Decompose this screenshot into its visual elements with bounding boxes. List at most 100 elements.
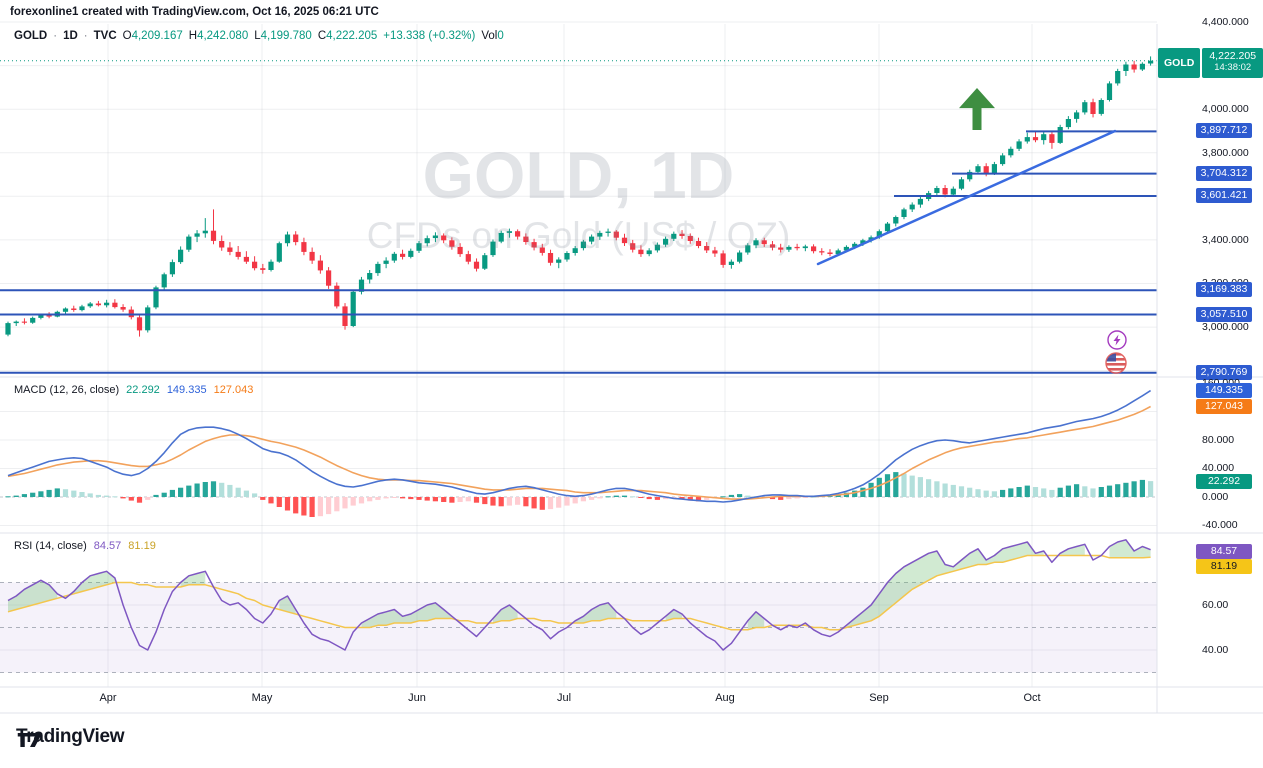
- candle-body: [794, 246, 800, 249]
- macd-histogram-bar: [605, 496, 611, 498]
- candle-body: [695, 241, 702, 246]
- candle-body: [909, 204, 915, 210]
- candle-body: [21, 321, 27, 323]
- macd-histogram-bar: [909, 475, 915, 497]
- last-price-value-box: 4,222.205 14:38:02: [1202, 48, 1263, 78]
- macd-histogram-bar: [293, 497, 299, 514]
- candle-body: [219, 241, 225, 248]
- rsi-line: [7, 539, 1151, 651]
- price-axis-label: 3,800.000: [1202, 146, 1249, 159]
- macd-indicator-legend[interactable]: MACD (12, 26, close) 22.292 149.335 127.…: [14, 384, 253, 396]
- time-scale[interactable]: Apr May Jun Jul Aug Sep Oct: [0, 692, 1157, 712]
- candle-body: [663, 238, 669, 245]
- candle-body: [112, 302, 118, 308]
- interval-label[interactable]: 1D: [63, 30, 78, 42]
- macd-histogram-bar: [1098, 487, 1104, 497]
- macd-histogram-bar: [202, 482, 208, 497]
- macd-histogram-bar: [301, 497, 307, 516]
- last-price-value: 4,222.205: [1209, 50, 1257, 62]
- price-scale[interactable]: GOLD 4,222.205 14:38:02 4,400.000 4,000.0…: [1157, 0, 1263, 713]
- rsi-overbought-fill: [73, 571, 115, 594]
- ohlc-open: O4,209.167: [122, 30, 183, 42]
- candle-body: [761, 240, 767, 245]
- candle-body: [87, 303, 93, 307]
- macd-histogram-bar: [1082, 486, 1088, 497]
- candle-body: [917, 198, 923, 205]
- candle-body: [441, 235, 447, 241]
- candle-body: [1057, 127, 1063, 143]
- candle-body: [679, 233, 685, 236]
- macd-histogram-bar: [1115, 484, 1121, 497]
- flag-canton: [1106, 353, 1116, 362]
- time-axis-month-label: Jun: [408, 692, 426, 704]
- candle-body: [621, 237, 628, 244]
- macd-histogram-bar: [465, 497, 471, 502]
- candle-body: [1106, 83, 1113, 100]
- macd-histogram-bar: [317, 497, 323, 517]
- candle-body: [802, 246, 808, 249]
- candle-body: [712, 250, 718, 254]
- macd-histogram-bar: [457, 497, 463, 502]
- candle-body: [465, 254, 471, 262]
- trendline[interactable]: [816, 129, 1117, 266]
- candle-body: [317, 260, 323, 271]
- candle-body: [1148, 60, 1154, 64]
- candle-body: [473, 261, 480, 269]
- macd-histogram-bar: [572, 497, 578, 504]
- macd-histogram-bar: [556, 497, 562, 508]
- macd-histogram-bar: [1016, 487, 1022, 497]
- macd-histogram-bar: [391, 497, 397, 498]
- rsi-overbought-fill: [8, 580, 58, 612]
- macd-histogram-bar: [79, 492, 85, 497]
- macd-histogram-bar: [720, 496, 726, 498]
- macd-histogram-bar: [71, 490, 77, 497]
- rsi-overbought-fill: [493, 605, 518, 623]
- macd-histogram-bar: [309, 497, 315, 517]
- rsi-indicator-legend[interactable]: RSI (14, close) 84.57 81.19: [14, 540, 156, 552]
- candle-body: [350, 291, 356, 326]
- candle-body: [811, 246, 817, 252]
- macd-histogram-bar: [621, 495, 628, 497]
- symbol-header[interactable]: GOLD · 1D · TVC O4,209.167 H4,242.080 L4…: [14, 30, 504, 42]
- macd-histogram-bar: [498, 497, 504, 507]
- candle-body: [375, 263, 381, 274]
- separator-dot: ·: [53, 30, 58, 42]
- rsi-ma-value: 81.19: [128, 540, 156, 552]
- tradingview-logo-icon: [17, 733, 43, 747]
- macd-histogram-bar: [778, 497, 784, 500]
- time-axis-month-label: May: [251, 692, 273, 704]
- macd-histogram-bar: [424, 497, 430, 501]
- candle-body: [169, 262, 175, 275]
- time-axis-month-label: Jul: [556, 692, 572, 704]
- separator-dot: ·: [83, 30, 88, 42]
- tradingview-logo[interactable]: TradingView: [16, 726, 125, 748]
- macd-histogram-bar: [408, 497, 414, 500]
- candle-body: [860, 240, 866, 244]
- candle-body: [71, 308, 77, 310]
- candle-body: [178, 249, 184, 263]
- candle-body: [457, 246, 463, 255]
- price-level-badge: 3,704.312: [1196, 165, 1252, 181]
- up-arrow-annotation[interactable]: [959, 88, 995, 130]
- candle-body: [326, 270, 332, 286]
- macd-histogram-bar: [564, 497, 570, 506]
- rsi-title[interactable]: RSI (14, close): [14, 540, 87, 552]
- candle-body: [539, 247, 545, 253]
- macd-histogram-bar: [13, 495, 19, 497]
- macd-histogram-bar: [704, 497, 710, 500]
- macd-title[interactable]: MACD (12, 26, close): [14, 384, 120, 396]
- candle-body: [186, 236, 192, 250]
- macd-hist-value: 22.292: [126, 384, 160, 396]
- macd-histogram-bar: [654, 497, 660, 500]
- candle-body: [547, 253, 554, 263]
- macd-histogram-bar: [663, 497, 669, 500]
- price-level-badge: 3,057.510: [1196, 306, 1252, 322]
- candle-body: [38, 315, 44, 318]
- macd-histogram-bar: [449, 497, 455, 503]
- rsi-value: 84.57: [93, 540, 122, 552]
- macd-value-badge: 127.043: [1196, 399, 1252, 414]
- macd-histogram-bar: [284, 497, 291, 511]
- symbol-name[interactable]: GOLD: [14, 30, 48, 42]
- candle-body: [1090, 102, 1096, 114]
